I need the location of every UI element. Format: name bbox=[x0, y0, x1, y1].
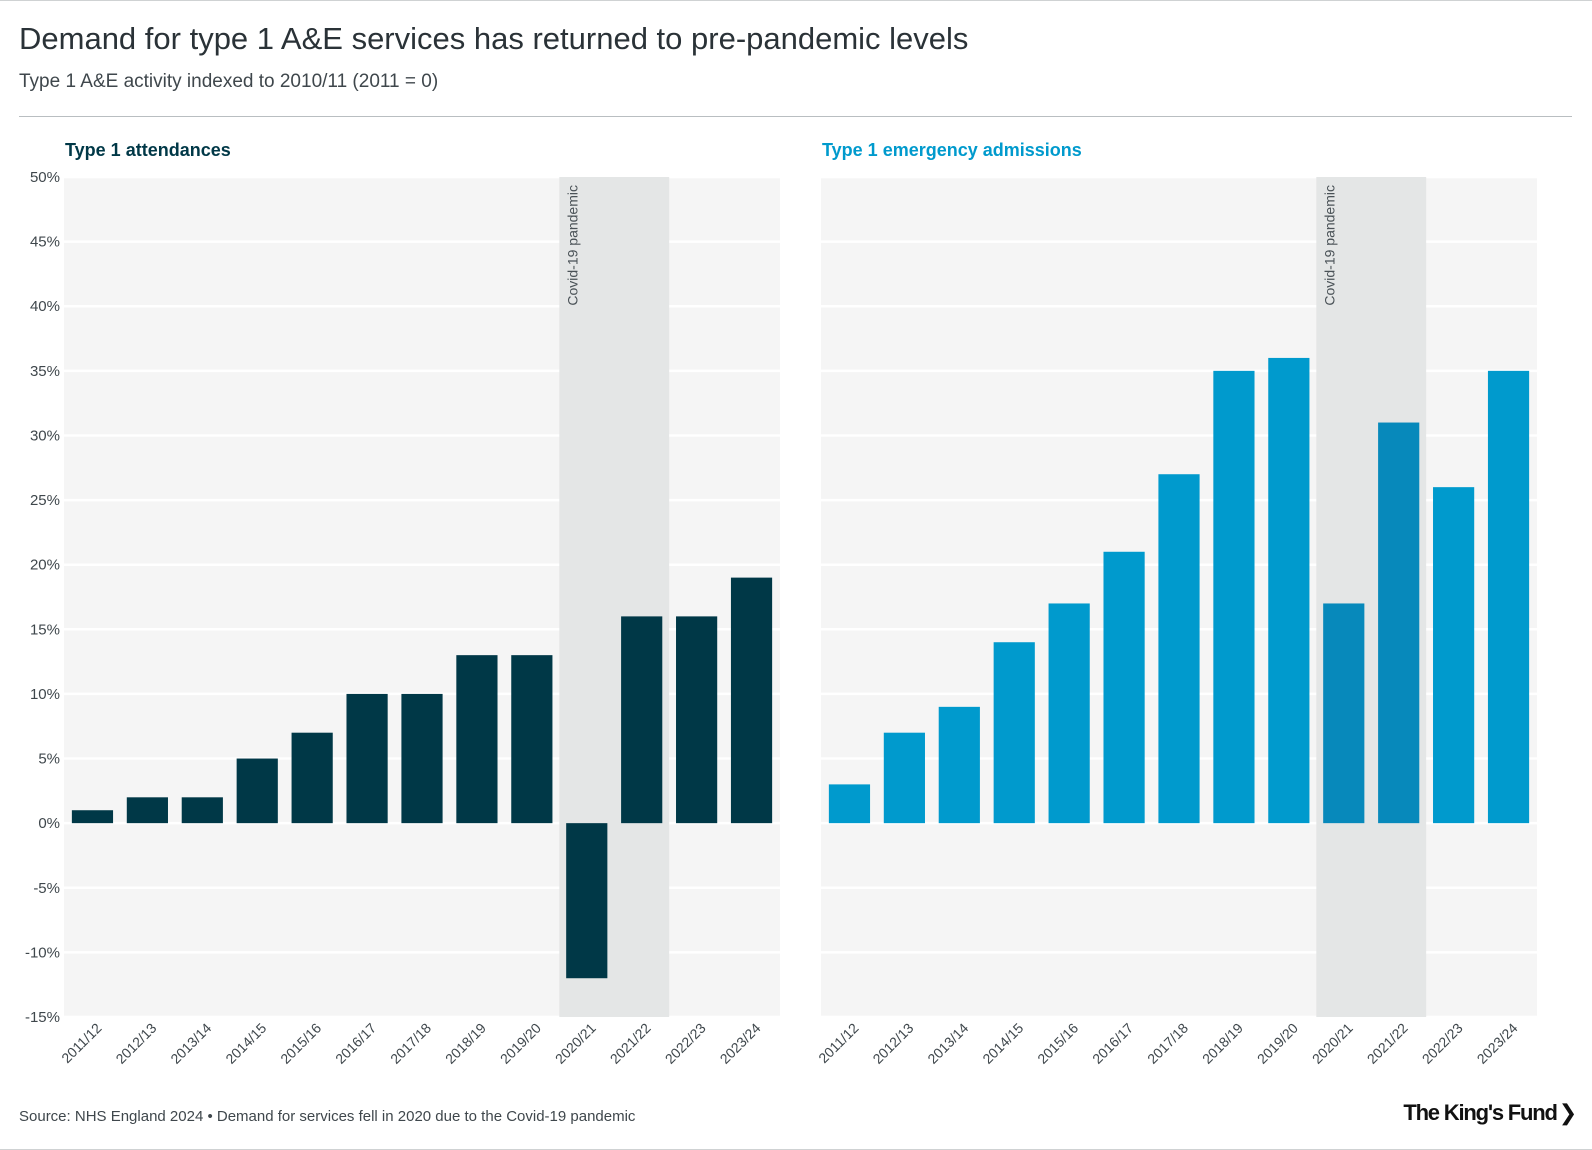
bar-2014/15 bbox=[993, 642, 1035, 824]
bar-2016/17 bbox=[346, 693, 388, 824]
x-tick-label: 2014/15 bbox=[222, 1020, 269, 1067]
bar-2013/14 bbox=[181, 797, 223, 824]
x-tick-label: 2016/17 bbox=[332, 1020, 379, 1067]
x-tick-label: 2011/12 bbox=[58, 1020, 105, 1067]
x-tick-label: 2022/23 bbox=[1419, 1020, 1466, 1067]
bar-2011/12 bbox=[828, 784, 871, 824]
bar-2022/23 bbox=[676, 616, 718, 824]
chevron-right-icon: ❯ bbox=[1558, 1100, 1577, 1125]
y-tick-label: 20% bbox=[30, 557, 60, 574]
y-tick-label: -15% bbox=[25, 1009, 60, 1026]
bar-2015/16 bbox=[1048, 603, 1090, 824]
bar-2023/24 bbox=[1487, 370, 1530, 824]
bar-2013/14 bbox=[938, 706, 980, 824]
y-tick-label: 50% bbox=[30, 169, 60, 186]
x-tick-label: 2021/22 bbox=[1364, 1020, 1411, 1067]
bar-2016/17 bbox=[1103, 551, 1145, 824]
y-tick-label: 45% bbox=[30, 234, 60, 251]
x-tick-label: 2018/19 bbox=[1199, 1020, 1246, 1067]
bar-2014/15 bbox=[236, 758, 278, 824]
header-divider bbox=[19, 116, 1572, 117]
bar-2015/16 bbox=[291, 732, 333, 824]
bar-2017/18 bbox=[401, 693, 443, 824]
y-tick-label: 35% bbox=[30, 363, 60, 380]
x-tick-label: 2012/13 bbox=[869, 1020, 916, 1067]
bar-2021/22 bbox=[621, 616, 663, 824]
x-tick-label: 2020/21 bbox=[1309, 1020, 1356, 1067]
x-tick-label: 2013/14 bbox=[924, 1020, 971, 1067]
x-tick-label: 2016/17 bbox=[1089, 1020, 1136, 1067]
x-tick-label: 2020/21 bbox=[552, 1020, 599, 1067]
bar-2012/13 bbox=[883, 732, 925, 824]
chart-panel-attendances: Type 1 attendances Covid-19 pandemic 2011/… bbox=[25, 140, 780, 1067]
bar-2012/13 bbox=[126, 797, 168, 824]
logo-text: The King's Fund bbox=[1403, 1100, 1558, 1125]
y-tick-label: -5% bbox=[33, 880, 60, 897]
bar-2019/20 bbox=[1268, 357, 1310, 824]
bar-2022/23 bbox=[1433, 487, 1475, 824]
bar-2020/21 bbox=[1323, 603, 1365, 824]
bar-2020/21 bbox=[566, 823, 608, 979]
y-tick-label: 10% bbox=[30, 686, 60, 703]
x-tick-label: 2015/16 bbox=[1034, 1020, 1081, 1067]
covid-annotation-label: Covid-19 pandemic bbox=[1321, 185, 1337, 306]
y-tick-label: -10% bbox=[25, 944, 60, 961]
x-tick-label: 2023/24 bbox=[717, 1020, 764, 1067]
kings-fund-logo: The King's Fund❯ bbox=[1403, 1100, 1577, 1126]
chart-subtitle: Type 1 A&E activity indexed to 2010/11 (… bbox=[19, 71, 439, 92]
y-tick-label: 0% bbox=[38, 815, 60, 832]
x-tick-label: 2017/18 bbox=[387, 1020, 434, 1067]
x-tick-label: 2013/14 bbox=[167, 1020, 214, 1067]
y-tick-label: 5% bbox=[38, 751, 60, 768]
x-tick-label: 2023/24 bbox=[1474, 1020, 1521, 1067]
x-tick-label: 2011/12 bbox=[815, 1020, 862, 1067]
y-tick-label: 25% bbox=[30, 492, 60, 509]
bar-2011/12 bbox=[71, 810, 114, 824]
plot-area bbox=[64, 177, 780, 1017]
bar-2023/24 bbox=[730, 577, 773, 824]
bar-2019/20 bbox=[511, 655, 553, 824]
x-tick-label: 2019/20 bbox=[1254, 1020, 1301, 1067]
bar-2021/22 bbox=[1378, 422, 1420, 824]
x-tick-label: 2017/18 bbox=[1144, 1020, 1191, 1067]
bar-2018/19 bbox=[1213, 370, 1255, 824]
y-tick-label: 30% bbox=[30, 427, 60, 444]
x-tick-label: 2014/15 bbox=[979, 1020, 1026, 1067]
x-tick-label: 2019/20 bbox=[497, 1020, 544, 1067]
y-tick-label: 40% bbox=[30, 298, 60, 315]
bar-2018/19 bbox=[456, 655, 498, 824]
chart-panel-admissions: Type 1 emergency admissions Covid-19 pand… bbox=[815, 140, 1537, 1067]
x-tick-label: 2022/23 bbox=[662, 1020, 709, 1067]
chart-title: Demand for type 1 A&E services has retur… bbox=[19, 21, 969, 56]
y-tick-label: 15% bbox=[30, 621, 60, 638]
covid-annotation-label: Covid-19 pandemic bbox=[564, 185, 580, 306]
x-tick-label: 2015/16 bbox=[277, 1020, 324, 1067]
x-tick-label: 2012/13 bbox=[112, 1020, 159, 1067]
bar-2017/18 bbox=[1158, 474, 1200, 824]
source-note: Source: NHS England 2024 • Demand for se… bbox=[19, 1108, 636, 1125]
x-tick-label: 2021/22 bbox=[607, 1020, 654, 1067]
panel-title: Type 1 emergency admissions bbox=[822, 140, 1082, 160]
x-tick-label: 2018/19 bbox=[442, 1020, 489, 1067]
panel-title: Type 1 attendances bbox=[65, 140, 231, 160]
